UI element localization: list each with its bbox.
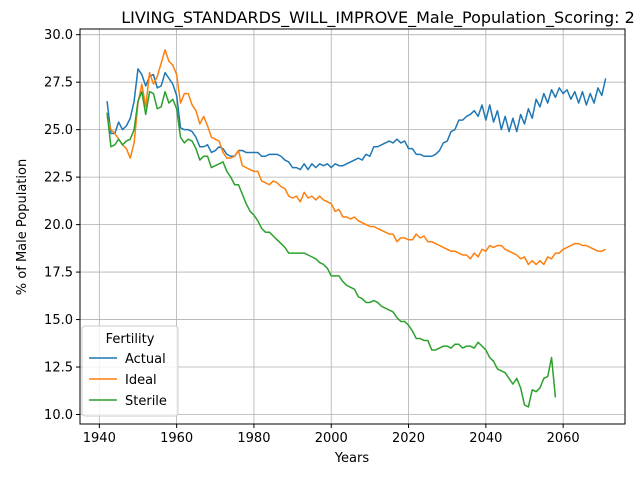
series-line-ideal <box>106 49 607 266</box>
legend-title: Fertility <box>106 332 155 347</box>
y-tick-label: 25.0 <box>44 123 73 138</box>
x-tick-label: 1960 <box>160 431 193 446</box>
x-tick-label: 2020 <box>392 431 425 446</box>
x-tick-label: 2000 <box>315 431 348 446</box>
series-line-sterile <box>106 90 557 408</box>
y-tick-label: 30.0 <box>44 28 73 43</box>
y-axis-label: % of Male Population <box>15 159 30 295</box>
y-tick-label: 20.0 <box>44 218 73 233</box>
x-tick-label: 1980 <box>237 431 270 446</box>
x-tick-label: 2040 <box>469 431 502 446</box>
y-tick-label: 12.5 <box>44 361 73 376</box>
series-lines <box>106 49 607 408</box>
y-axis: 10.0 12.5 15.0 17.5 20.0 22.5 25.0 27.5 30.0 <box>44 28 80 423</box>
y-tick-label: 27.5 <box>44 76 73 91</box>
x-tick-label: 2060 <box>547 431 580 446</box>
plot-frame <box>79 28 626 425</box>
legend-label-ideal: Ideal <box>125 373 157 388</box>
x-tick-label: 1940 <box>83 431 116 446</box>
y-tick-label: 10.0 <box>44 408 73 423</box>
y-tick-label: 17.5 <box>44 266 73 281</box>
series-line-actual <box>106 68 607 171</box>
legend-label-actual: Actual <box>125 352 166 367</box>
x-axis-label: Years <box>334 451 370 466</box>
legend-entries: Actual Ideal Sterile <box>89 352 167 409</box>
chart-title: LIVING_STANDARDS_WILL_IMPROVE_Male_Popul… <box>121 8 635 28</box>
x-axis: 1940 1960 1980 2000 2020 2040 2060 <box>83 424 580 446</box>
legend: Fertility Actual Ideal Sterile <box>81 325 179 417</box>
legend-label-sterile: Sterile <box>125 394 167 409</box>
y-tick-label: 15.0 <box>44 313 73 328</box>
legend-box <box>81 325 179 417</box>
y-tick-label: 22.5 <box>44 171 73 186</box>
